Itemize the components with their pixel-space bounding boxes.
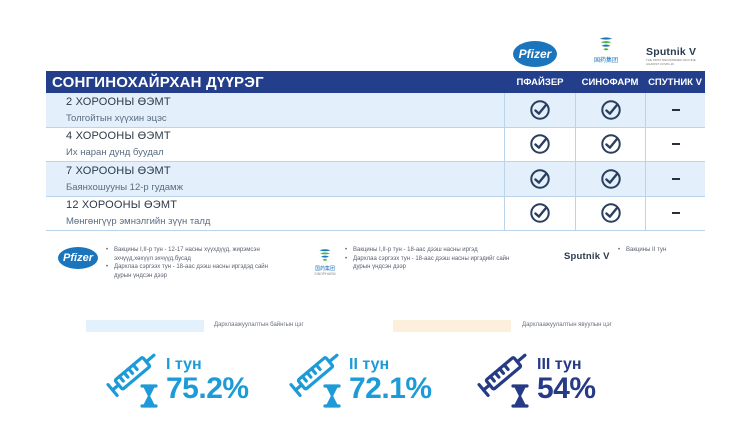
dose-label: II тун — [349, 356, 390, 373]
dose-percent: 54% — [537, 372, 596, 405]
dose-label: III тун — [537, 356, 582, 373]
check-circle-icon — [600, 169, 621, 189]
sputnik-cell — [645, 162, 705, 196]
location-cell: 2 ХОРООНЫ ӨЭМТ Толгойтын хүүхин эцэс — [46, 93, 504, 127]
check-circle-icon — [530, 100, 550, 120]
location-title: 12 ХОРООНЫ ӨЭМТ — [66, 199, 178, 212]
dose-stat: III тун 54% — [475, 346, 615, 410]
sinopharm-cell — [575, 196, 645, 230]
sinopharm-cell — [575, 93, 645, 127]
location-cell: 4 ХОРООНЫ ӨЭМТ Их наран дунд буудал — [46, 127, 504, 161]
sputnik-notes: Вакцины II тун — [618, 246, 718, 255]
pfizer-logo-text: Pfizer — [513, 41, 557, 67]
sinopharm-logo: 国药集团 — [586, 30, 626, 70]
syringe-hourglass-icon — [106, 353, 158, 408]
list-item: Вакцины I,II-р тун - 18-аас дээш насны и… — [345, 246, 515, 255]
table-row: 7 ХОРООНЫ ӨЭМТ Баянхошууны 12-р гудамж — [46, 162, 705, 197]
sinopharm-note-logo: 国药集团 SINOPHARM — [310, 248, 340, 276]
pfizer-note-logo-text: Pfizer — [58, 247, 98, 269]
sinopharm-mark-icon — [319, 249, 331, 261]
dose-label: I тун — [166, 356, 202, 373]
sputnik-logo: Sputnik V THE FIRST REGISTERED VACCINE A… — [646, 44, 706, 68]
location-cell: 7 ХОРООНЫ ӨЭМТ Баянхошууны 12-р гудамж — [46, 162, 504, 196]
sputnik-note-logo-text: Sputnik V — [564, 251, 610, 262]
location-address: Их наран дунд буудал — [66, 147, 164, 159]
location-title: 2 ХОРООНЫ ӨЭМТ — [66, 95, 171, 108]
location-title: 4 ХОРООНЫ ӨЭМТ — [66, 130, 171, 143]
dash-icon — [671, 108, 680, 111]
sputnik-logo-subtext: THE FIRST REGISTERED VACCINE AGAINST COV… — [646, 58, 696, 66]
sinopharm-notes: Вакцины I,II-р тун - 18-аас дээш насны и… — [345, 246, 515, 272]
sinopharm-logo-text: 国药集团 — [593, 58, 618, 64]
list-item: Вакцины I,II-р тун - 12-17 насны хүүхдүү… — [106, 246, 276, 263]
sinopharm-cell — [575, 127, 645, 161]
syringe-hourglass-icon — [477, 353, 529, 408]
column-header-sinopharm: СИНОФАРМ — [581, 76, 639, 88]
pfizer-cell — [504, 162, 575, 196]
location-title: 7 ХОРООНЫ ӨЭМТ — [66, 164, 171, 177]
legend-label-fixed: Дархлаажуулалтын байнгын цэг — [214, 322, 304, 328]
table-row: 12 ХОРООНЫ ӨЭМТ Мөнгөнгүүр эмнэлгийн зүүн… — [46, 196, 705, 231]
sputnik-note-logo: Sputnik V — [564, 251, 610, 262]
location-cell: 12 ХОРООНЫ ӨЭМТ Мөнгөнгүүр эмнэлгийн зүүн… — [46, 196, 504, 230]
legend-label-mobile: Дархлаажуулалтын явуулын цэг — [522, 322, 612, 328]
legend-swatch-mobile — [393, 320, 511, 332]
district-title: СОНГИНОХАЙРХАН ДҮҮРЭГ — [52, 73, 264, 91]
table-row: 4 ХОРООНЫ ӨЭМТ Их наран дунд буудал — [46, 127, 705, 162]
pfizer-notes: Вакцины I,II-р тун - 12-17 насны хүүхдүү… — [106, 246, 276, 280]
list-item: Дархлаа сэргээх тун - 18-аас дээш насны … — [106, 263, 276, 280]
sputnik-cell — [645, 196, 705, 230]
sputnik-cell — [645, 127, 705, 161]
pfizer-note-logo: Pfizer — [58, 247, 98, 269]
pfizer-logo: Pfizer — [512, 40, 558, 68]
location-address: Баянхошууны 12-р гудамж — [66, 181, 183, 193]
location-address: Мөнгөнгүүр эмнэлгийн зүүн талд — [66, 216, 211, 228]
dose-percent: 72.1% — [349, 372, 432, 405]
dash-icon — [671, 143, 680, 146]
list-item: Дархлаа сэргээх тун - 18-аас дээш насны … — [345, 255, 515, 272]
check-circle-icon — [530, 134, 550, 154]
sinopharm-note-logo-text: 国药集团 — [314, 266, 335, 272]
legend-swatch-fixed — [86, 320, 204, 332]
dose-stat: II тун 72.1% — [287, 346, 432, 410]
vaccine-table: СОНГИНОХАЙРХАН ДҮҮРЭГ ПФАЙЗЕР СИНОФАРМ С… — [46, 71, 705, 231]
dose-stat: I тун 75.2% — [104, 346, 249, 410]
syringe-hourglass-icon — [289, 353, 341, 408]
pfizer-cell — [504, 93, 575, 127]
location-address: Толгойтын хүүхин эцэс — [66, 112, 167, 124]
column-header-pfizer: ПФАЙЗЕР — [516, 76, 564, 88]
table-row: 2 ХОРООНЫ ӨЭМТ Толгойтын хүүхин эцэс — [46, 93, 705, 128]
dose-percent: 75.2% — [166, 372, 249, 405]
column-header-sputnik: СПУТНИК V — [648, 76, 702, 88]
check-circle-icon — [530, 203, 550, 223]
check-circle-icon — [600, 134, 621, 154]
pfizer-cell — [504, 196, 575, 230]
list-item: Вакцины II тун — [618, 246, 718, 255]
check-circle-icon — [600, 100, 621, 120]
sputnik-cell — [645, 93, 705, 127]
pfizer-cell — [504, 127, 575, 161]
check-circle-icon — [600, 203, 621, 223]
dash-icon — [671, 177, 680, 180]
sinopharm-mark-icon — [599, 37, 613, 51]
sputnik-logo-text: Sputnik V — [646, 46, 697, 58]
sinopharm-cell — [575, 162, 645, 196]
check-circle-icon — [530, 169, 550, 189]
sinopharm-note-logo-subtext: SINOPHARM — [314, 272, 336, 276]
dash-icon — [671, 212, 680, 215]
table-header: СОНГИНОХАЙРХАН ДҮҮРЭГ ПФАЙЗЕР СИНОФАРМ С… — [46, 71, 705, 93]
